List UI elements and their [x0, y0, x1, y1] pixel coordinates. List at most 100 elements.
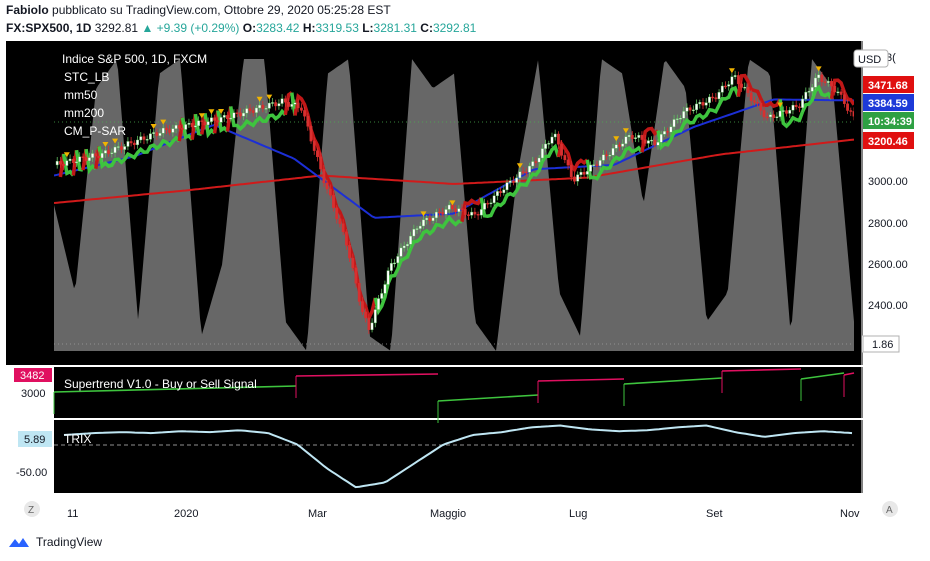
candle-body: [499, 191, 502, 193]
candle-body: [373, 309, 377, 324]
candle-body: [65, 160, 69, 166]
candle-body: [746, 87, 750, 94]
badge-mm50-text: 3384.59: [868, 98, 908, 110]
candle-body: [319, 156, 323, 170]
auto-scale-button[interactable]: [24, 501, 40, 517]
candle-body: [393, 262, 396, 265]
candle-body: [663, 131, 666, 135]
candle-body: [479, 209, 483, 216]
candle-body: [592, 164, 596, 166]
candle-body: [544, 143, 547, 149]
supertrend-segment: [295, 373, 439, 377]
currency-button[interactable]: [853, 49, 889, 68]
candle-body: [817, 74, 821, 79]
badge-countdown-text: 10:34:39: [868, 116, 912, 128]
legend-psar: CM_P-SAR: [64, 124, 126, 138]
candle-body: [200, 120, 204, 122]
brand-footer[interactable]: TradingView: [8, 535, 102, 549]
candle-body: [216, 120, 220, 123]
price-tick: 2800.00: [868, 218, 908, 230]
candle-body: [187, 123, 191, 125]
candle-body: [357, 283, 361, 302]
supertrend-tick: 3000: [21, 388, 45, 400]
candle-body: [203, 121, 207, 126]
price-tick: 2600.00: [868, 259, 908, 271]
candle-body: [434, 211, 438, 219]
candle-body: [322, 168, 326, 184]
corner-right-label[interactable]: A: [886, 505, 893, 516]
candle-body: [299, 107, 303, 111]
chart-area[interactable]: Indice S&P 500, 1D, FXCM STC_LB mm50 mm2…: [6, 41, 920, 524]
sar-marker: [728, 68, 735, 74]
candle-body: [274, 102, 278, 107]
sar-marker: [112, 138, 119, 144]
candle-body: [753, 100, 756, 103]
sar-marker: [208, 109, 215, 115]
currency-label[interactable]: USD: [858, 54, 881, 66]
trend-layer: [58, 73, 854, 324]
candle-body: [213, 117, 217, 121]
trend-up-segment: [778, 84, 833, 129]
candle-body: [627, 135, 631, 137]
candle-body: [309, 126, 313, 142]
candle-body: [251, 110, 255, 113]
candle-body: [354, 267, 358, 284]
trend-down-segment: [736, 73, 782, 109]
open-value: 3283.42: [256, 21, 300, 35]
candle-body: [255, 107, 258, 113]
supertrend-title: Supertrend V1.0 - Buy or Sell Signal: [64, 377, 257, 391]
candle-body: [643, 139, 647, 144]
candle-body: [377, 298, 380, 310]
trend-down-segment: [460, 196, 483, 222]
sar-marker-layer: [63, 66, 822, 217]
candle-body: [778, 110, 782, 117]
candle-body: [348, 245, 351, 259]
candle-body: [78, 156, 82, 163]
candle-body: [534, 161, 538, 163]
candle-body: [717, 92, 721, 100]
candle-body: [184, 124, 188, 130]
candle-body: [219, 117, 223, 123]
candle-body: [287, 101, 290, 107]
candle-body: [174, 125, 178, 129]
sar-marker: [449, 200, 456, 206]
supertrend-segment: [53, 385, 297, 393]
log-scale-button[interactable]: [882, 501, 898, 517]
candle-body: [428, 217, 432, 221]
time-tick: Maggio: [430, 508, 466, 520]
candle-body: [749, 92, 753, 101]
candle-body: [161, 127, 165, 134]
supertrend-segment: [537, 378, 625, 382]
candle-body: [450, 204, 454, 210]
candle-body: [155, 132, 159, 136]
candle-body: [136, 139, 139, 146]
candle-body: [139, 136, 143, 141]
candle-body: [367, 317, 371, 330]
candle-body: [826, 81, 830, 83]
change-value: ▲ +9.39 (+0.29%): [141, 21, 240, 35]
candle-body: [425, 217, 429, 221]
badge-stc: [862, 335, 900, 353]
chart-svg[interactable]: Indice S&P 500, 1D, FXCM STC_LB mm50 mm2…: [6, 41, 920, 524]
candle-body: [261, 104, 265, 109]
trend-up-segment: [97, 135, 181, 170]
candle-body: [563, 155, 567, 161]
candle-body: [704, 102, 708, 106]
candle-body: [245, 108, 249, 114]
candle-body: [364, 311, 368, 319]
candle-body: [165, 127, 168, 130]
sar-marker: [420, 211, 427, 217]
candle-body: [148, 133, 152, 140]
corner-left-label[interactable]: Z: [28, 505, 34, 516]
time-axis[interactable]: [6, 495, 920, 524]
time-tick: 11: [67, 508, 78, 520]
candle-body: [438, 211, 441, 214]
candle-body: [454, 208, 458, 212]
candle-body: [537, 157, 541, 163]
candle-body: [402, 245, 406, 249]
badge-sar-price-text: 3471.68: [868, 80, 908, 92]
candle-body: [206, 121, 210, 126]
mm200-line: [54, 138, 854, 204]
candle-body: [708, 96, 711, 103]
candle-body: [486, 202, 490, 205]
